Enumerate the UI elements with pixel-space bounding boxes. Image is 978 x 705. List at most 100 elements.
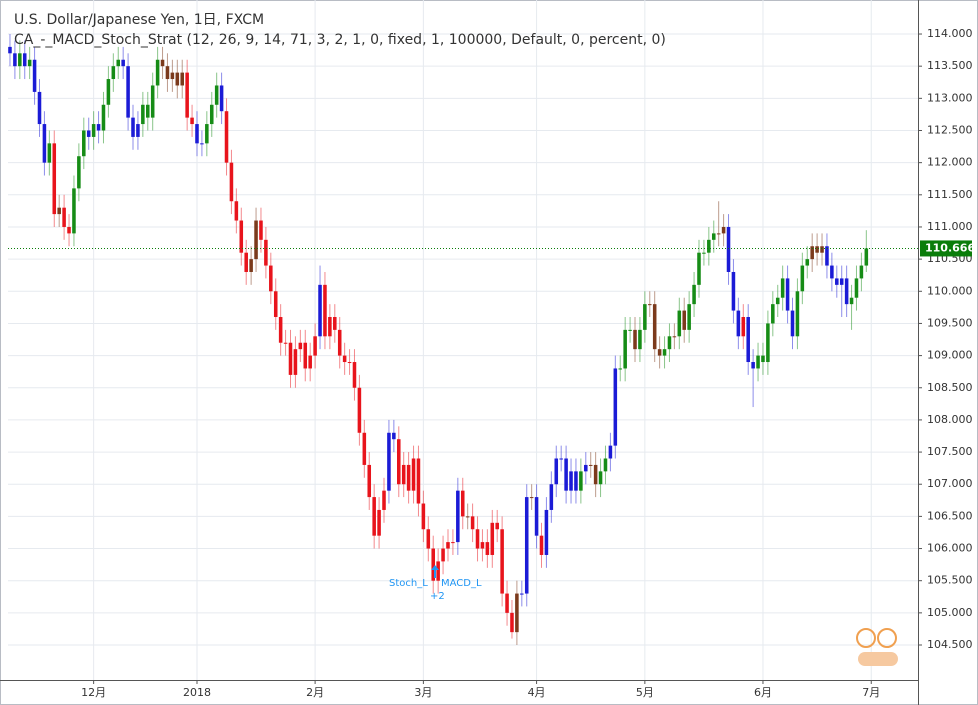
candle-body [603,458,608,472]
y-tick-label: 108.000 [927,413,973,426]
candle-body [574,471,578,491]
candle-body [839,278,844,285]
candle-body [711,233,716,240]
candle-body [436,561,440,581]
candle-body [835,278,839,285]
candle-body [731,271,736,311]
candle-body [37,91,42,125]
candle-body [18,53,22,67]
candle-body [515,593,519,633]
candle-body [539,535,544,555]
signal-text: Stoch_L [389,578,428,589]
candle-body [815,246,819,253]
candle-body [795,291,800,337]
indicator-label: CA_-_MACD_Stoch_Strat (12, 26, 9, 14, 71… [14,32,666,48]
candle-body [771,304,775,324]
candle-body [52,143,57,215]
candle-body [264,239,268,266]
candle-body [633,329,637,350]
candle-body [273,291,278,318]
x-tick-label: 6月 [754,686,772,699]
candle-body [175,72,180,86]
candle-body [200,143,204,145]
last-price-label: 110.666 [925,241,975,254]
candle-body [254,220,258,260]
x-tick-label: 7月 [862,686,880,699]
candle-body [505,593,509,613]
candle-body [849,297,854,305]
candle-body [278,317,283,343]
y-tick-label: 112.000 [927,156,973,169]
candle-body [825,246,829,266]
candle-body [288,342,293,375]
candle-body [382,490,386,510]
candle-body [367,464,372,498]
candle-body [707,239,711,253]
candle-body [480,542,485,549]
candle-body [623,329,627,369]
candle-body [524,497,529,594]
candle-body [342,355,347,363]
candle-body [67,226,71,234]
candle-body [451,542,455,544]
candle-body [579,471,583,491]
candle-body [598,471,603,485]
candle-body [401,464,406,485]
candle-body [328,317,332,337]
candle-body [662,349,667,356]
candle-body [716,233,721,235]
candle-body [387,432,391,491]
signal-annotation: Stoch_L MACD_L +2 [389,565,482,602]
candle-body [150,85,155,118]
candle-body [155,59,160,86]
candle-body [249,259,253,272]
y-tick-label: 112.500 [927,123,973,136]
candle-body [628,329,632,331]
candle-body [308,355,312,369]
y-tick-label: 105.500 [927,574,973,587]
candle-body [775,297,780,305]
candle-body [475,529,480,549]
candle-body [8,46,12,54]
candle-body [77,156,81,189]
candle-body [214,85,219,105]
candle-body [224,111,229,163]
candle-body [820,246,824,253]
last-price-box [920,240,972,257]
signal-count: +2 [430,591,445,602]
candle-body [746,317,750,363]
candle-body [293,349,298,375]
candle-body [790,310,795,337]
candle-body [86,130,91,137]
candle-body [588,464,593,466]
y-tick-label: 107.500 [927,445,973,458]
candle-body [244,252,248,272]
candle-body [520,593,524,595]
candle-body [697,252,701,285]
x-tick-label: 2月 [306,686,324,699]
candle-body [702,252,706,254]
candle-body [465,516,470,518]
candle-body [146,104,150,118]
candle-body [47,143,52,163]
candle-body [392,432,396,440]
logo-part [877,628,897,648]
candle-body [121,59,125,67]
candle-body [569,471,573,491]
candle-body [510,612,514,633]
candle-body [372,497,376,536]
candle-body [32,59,37,92]
y-tick-label: 109.500 [927,316,973,329]
candle-body [116,59,121,67]
candle-body [766,323,770,363]
candle-body [559,458,563,460]
signal-arrow [431,565,439,578]
candle-body [101,104,106,131]
candle-body [180,72,184,86]
signal-text: MACD_L [441,578,482,589]
candle-body [421,503,426,530]
candle-body [780,278,785,298]
y-tick-label: 113.500 [927,59,973,72]
